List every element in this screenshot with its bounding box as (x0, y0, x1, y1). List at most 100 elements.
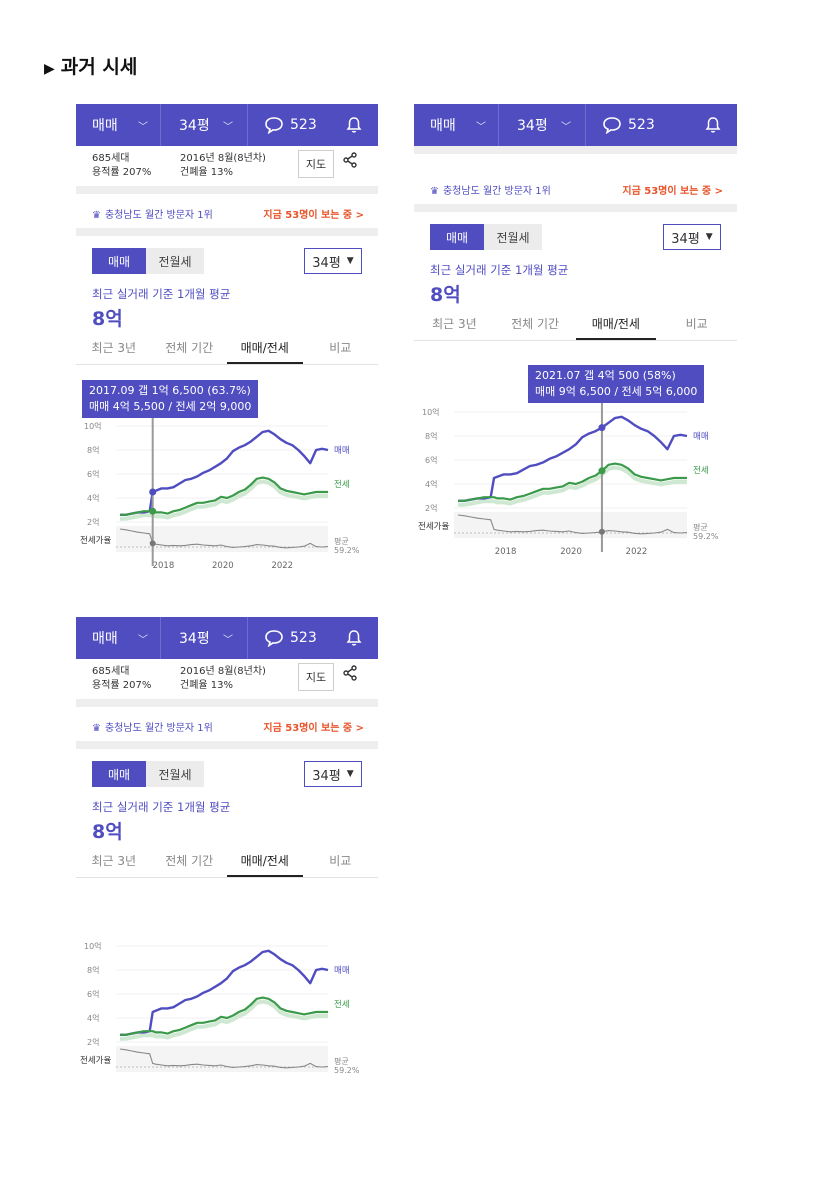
ratio-label: 전세가율 (80, 1055, 111, 1066)
size-dropdown[interactable]: 34평 ﹀ (517, 118, 571, 134)
x-tick-label: 2018 (495, 547, 517, 557)
tab-sale-rent[interactable]: 매매/전세 (227, 847, 303, 877)
chevron-down-icon: ﹀ (223, 121, 233, 133)
top-bar: 매매 ﹀ 34평 ﹀ 523 (76, 617, 378, 659)
section-heading: ▶ 과거 시세 (44, 56, 138, 78)
tab-recent-3y[interactable]: 최근 3년 (91, 341, 137, 355)
ratio-series-line (119, 1048, 329, 1069)
chevron-down-icon: ﹀ (138, 634, 148, 646)
size-select[interactable]: 34평 ▼ (663, 224, 721, 250)
share-icon[interactable] (342, 152, 358, 168)
deal-type-dropdown[interactable]: 매매 ﹀ (92, 118, 148, 134)
deal-type-dropdown[interactable]: 매매 ﹀ (92, 631, 148, 647)
ratio-label: 전세가율 (80, 535, 111, 546)
households-text: 685세대 (92, 153, 130, 164)
segment-sale[interactable]: 매매 (92, 761, 146, 787)
size-dropdown[interactable]: 34평 ﹀ (179, 118, 233, 134)
period-tabs: 최근 3년 전체 기간 매매/전세 비교 (76, 847, 378, 878)
y-tick-label: 2억 (87, 1037, 99, 1047)
tab-sale-rent[interactable]: 매매/전세 (575, 310, 657, 340)
building-coverage-text: 건폐율 13% (180, 167, 234, 178)
segment-rent[interactable]: 전월세 (146, 761, 204, 787)
comments-button[interactable]: 523 (248, 617, 317, 659)
tab-sale-rent[interactable]: 매매/전세 (227, 334, 303, 364)
ratio-band (454, 512, 687, 538)
tab-compare[interactable]: 비교 (685, 317, 708, 331)
x-tick-label: 2020 (212, 561, 234, 571)
map-button[interactable]: 지도 (298, 663, 334, 691)
tab-recent-3y[interactable]: 최근 3년 (91, 854, 137, 868)
screenshot-panel-3: 매매 ﹀ 34평 ﹀ 523 685세대 용적률 207% 2016년 8월(8년차… (76, 617, 378, 1079)
complex-info: 685세대 용적률 207% 2016년 8월(8년차) 건폐율 13% 지도 (76, 146, 378, 194)
caret-down-icon: ▼ (346, 256, 354, 266)
deal-type-dropdown[interactable]: 매매 ﹀ (430, 118, 486, 134)
chevron-down-icon: ﹀ (138, 121, 148, 133)
chevron-down-icon: ﹀ (223, 634, 233, 646)
comments-button[interactable]: 523 (586, 104, 655, 146)
rent-point-marker (149, 507, 157, 515)
y-tick-label: 4억 (425, 479, 437, 489)
floor-area-ratio-text: 용적률 207% (92, 680, 152, 691)
triangle-icon: ▶ (44, 61, 55, 77)
rent-series-label: 전세 (334, 479, 350, 490)
y-tick-label: 2억 (87, 517, 99, 527)
avg-label: 평균 (334, 536, 349, 546)
crown-icon: ♛ (430, 186, 439, 197)
screenshot-panel-2: 매매 ﹀ 34평 ﹀ 523 ♛ 충청남도 월간 방문자 1위 지금 53명이 보는 … (414, 104, 737, 580)
notification-bell-button[interactable] (346, 617, 362, 659)
tab-all-period[interactable]: 전체 기간 (165, 341, 214, 355)
tab-compare[interactable]: 비교 (329, 341, 352, 355)
segment-sale[interactable]: 매매 (92, 248, 146, 274)
size-select[interactable]: 34평 ▼ (304, 248, 362, 274)
y-tick-label: 10억 (84, 421, 102, 431)
ratio-band (116, 526, 328, 552)
tab-recent-3y[interactable]: 최근 3년 (432, 317, 477, 331)
chat-bubble-icon (265, 630, 283, 647)
size-dropdown[interactable]: 34평 ﹀ (179, 631, 233, 647)
screenshot-panel-1: 매매 ﹀ 34평 ﹀ 523 685세대 용적률 207% 2016년 8월(8년차… (76, 104, 378, 580)
average-price: 8억 (92, 821, 123, 843)
sale-point-marker (149, 488, 157, 496)
y-tick-label: 8억 (425, 431, 437, 441)
top-bar: 매매 ﹀ 34평 ﹀ 523 (76, 104, 378, 146)
top-bar: 매매 ﹀ 34평 ﹀ 523 (414, 104, 737, 146)
comments-button[interactable]: 523 (248, 104, 317, 146)
tab-all-period[interactable]: 전체 기간 (511, 317, 560, 331)
notification-bell-button[interactable] (705, 104, 721, 146)
deal-segmented-control: 매매 전월세 (430, 224, 542, 250)
built-year-text: 2016년 8월(8년차) (180, 666, 266, 677)
y-tick-label: 6억 (87, 989, 99, 999)
x-tick-label: 2020 (560, 547, 582, 557)
period-tabs: 최근 3년 전체 기간 매매/전세 비교 (414, 310, 737, 341)
sale-series-label: 매매 (334, 446, 350, 456)
tab-compare[interactable]: 비교 (329, 854, 352, 868)
caret-down-icon: ▼ (705, 232, 713, 242)
size-select[interactable]: 34평 ▼ (304, 761, 362, 787)
chevron-down-icon: ﹀ (476, 121, 486, 133)
building-coverage-text: 건폐율 13% (180, 680, 234, 691)
y-tick-label: 10억 (84, 941, 102, 951)
price-caption: 최근 실거래 기준 1개월 평균 (430, 263, 569, 277)
segment-rent[interactable]: 전월세 (484, 224, 542, 250)
segment-sale[interactable]: 매매 (430, 224, 484, 250)
ratio-point-marker (598, 528, 605, 535)
x-tick-label: 2018 (153, 561, 175, 571)
map-button[interactable]: 지도 (298, 150, 334, 178)
notification-bell-button[interactable] (346, 104, 362, 146)
crown-icon: ♛ (92, 210, 101, 221)
tab-all-period[interactable]: 전체 기간 (165, 854, 214, 868)
share-icon[interactable] (342, 665, 358, 681)
avg-value: 59.2% (693, 532, 719, 541)
rent-series-line (120, 996, 328, 1036)
visitor-banner[interactable]: ♛ 충청남도 월간 방문자 1위 지금 53명이 보는 중 > (414, 170, 737, 212)
rent-series-label: 전세 (334, 999, 350, 1010)
price-caption: 최근 실거래 기준 1개월 평균 (92, 800, 231, 814)
ratio-band (116, 1046, 328, 1072)
visitor-banner[interactable]: ♛ 충청남도 월간 방문자 1위 지금 53명이 보는 중 > (76, 194, 378, 236)
floor-area-ratio-text: 용적률 207% (92, 167, 152, 178)
visitor-banner[interactable]: ♛ 충청남도 월간 방문자 1위 지금 53명이 보는 중 > (76, 707, 378, 749)
segment-rent[interactable]: 전월세 (146, 248, 204, 274)
